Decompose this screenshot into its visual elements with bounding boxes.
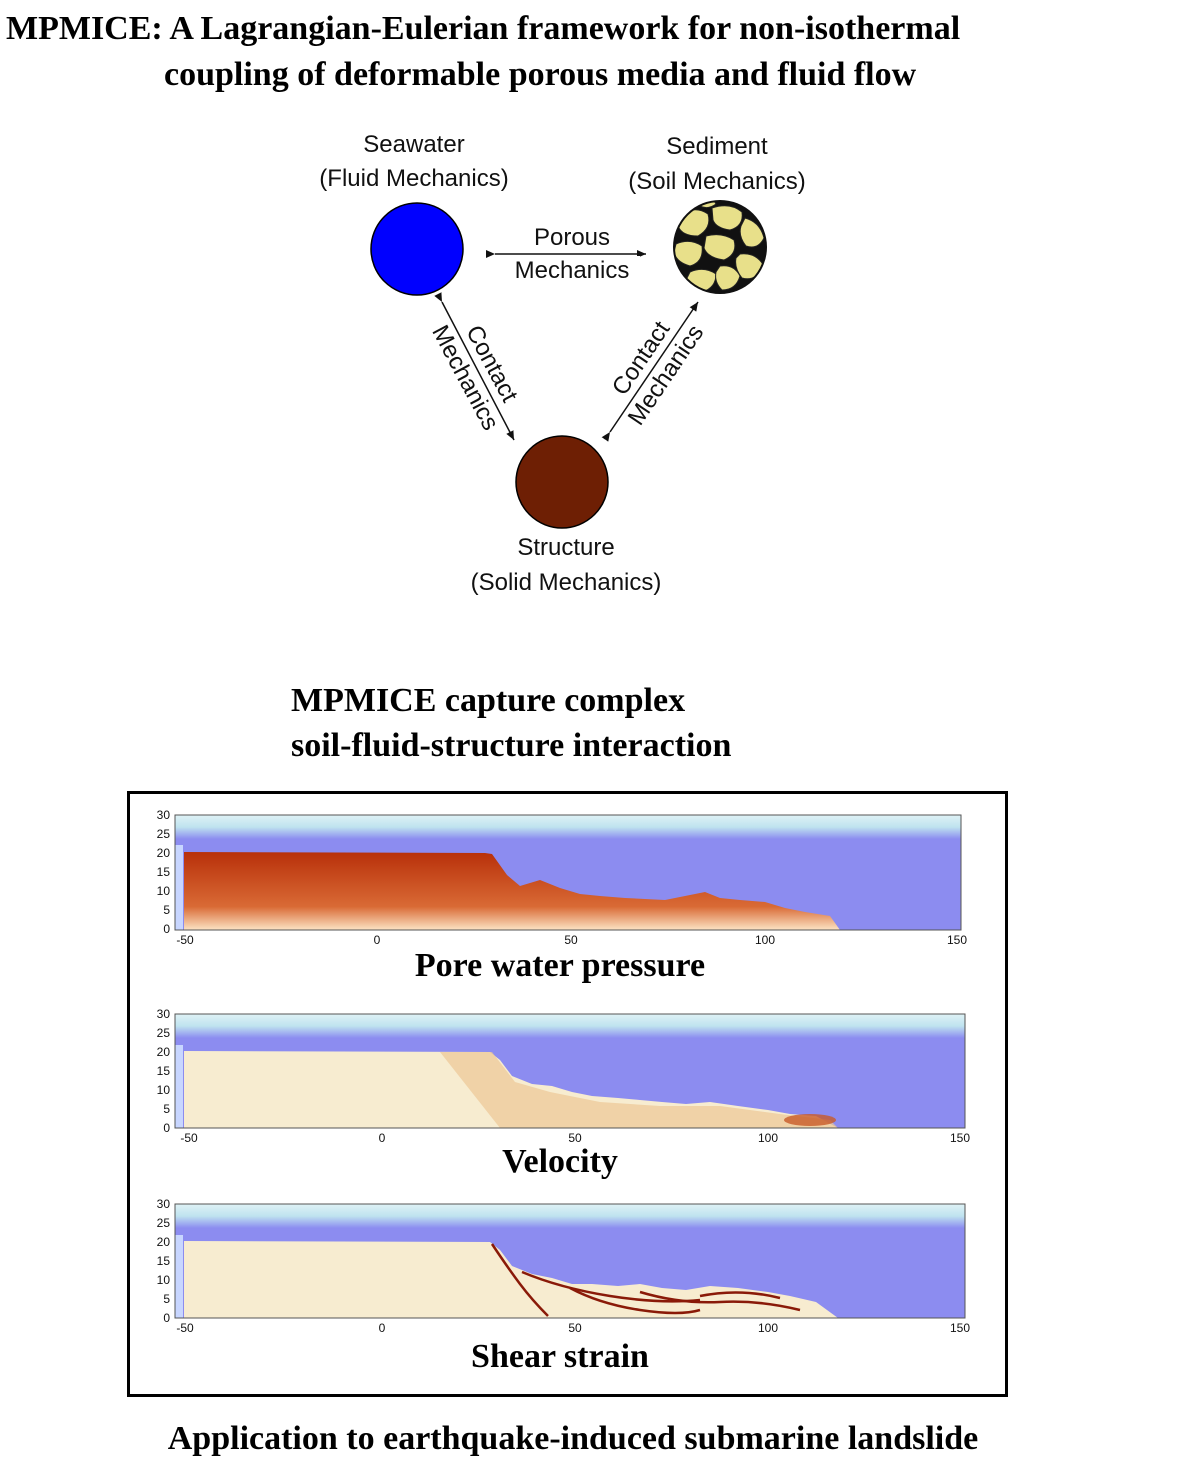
y-tick: 30 <box>157 1007 171 1021</box>
coupling-diagram: Seawater (Fluid Mechanics) Sediment (Soi… <box>319 131 805 596</box>
y-tick: 25 <box>157 827 171 841</box>
x-tick: 50 <box>568 1321 582 1335</box>
y-tick: 10 <box>157 1273 171 1287</box>
structure-field-label: (Solid Mechanics) <box>471 569 662 596</box>
sediment-label: Sediment <box>666 133 768 160</box>
y-tick: 15 <box>157 1064 171 1078</box>
simulation-results-frame <box>127 791 1008 1397</box>
shear-strain-plot: 30 25 20 15 10 5 0 -50 0 50 100 150 <box>157 1197 971 1335</box>
seawater-label: Seawater <box>363 131 464 158</box>
x-tick: -50 <box>176 1321 194 1335</box>
x-tick: 150 <box>947 933 967 947</box>
x-tick: -50 <box>180 1131 198 1145</box>
contact-arrow-left <box>434 292 515 441</box>
velocity-plot: 30 25 20 15 10 5 0 -50 0 50 100 150 <box>157 1007 971 1145</box>
y-tick: 0 <box>163 1311 170 1325</box>
y-tick: 20 <box>157 1235 171 1249</box>
x-tick: 0 <box>379 1321 386 1335</box>
y-tick: 5 <box>163 1102 170 1116</box>
y-tick: 0 <box>163 1121 170 1135</box>
pressure-field <box>184 852 840 930</box>
y-tick: 20 <box>157 846 171 860</box>
pore-pressure-plot: 30 25 20 15 10 5 0 -50 0 50 100 150 <box>157 808 968 947</box>
y-tick: 30 <box>157 1197 171 1211</box>
sediment-grains-icon <box>673 200 767 294</box>
velocity-caption: Velocity <box>502 1143 618 1180</box>
x-tick: 0 <box>379 1131 386 1145</box>
contact-arrow-right <box>601 301 699 442</box>
y-tick: 20 <box>157 1045 171 1059</box>
shear-strain-caption: Shear strain <box>471 1338 649 1375</box>
x-tick: 150 <box>950 1131 970 1145</box>
pore-pressure-caption: Pore water pressure <box>414 947 706 984</box>
figure-title-line-1: MPMICE: A Lagrangian-Eulerian framework … <box>6 10 961 47</box>
shear-band-lines <box>490 1243 801 1317</box>
y-tick: 15 <box>157 1254 171 1268</box>
y-tick: 10 <box>157 884 171 898</box>
y-tick: 25 <box>157 1216 171 1230</box>
x-tick: 50 <box>568 1131 582 1145</box>
y-tick: 30 <box>157 808 171 822</box>
y-tick: 10 <box>157 1083 171 1097</box>
x-tick: 50 <box>564 933 578 947</box>
x-tick: -50 <box>176 933 194 947</box>
results-heading-line-2: soil-fluid-structure interaction <box>291 727 732 764</box>
x-tick: 0 <box>374 933 381 947</box>
porous-mechanics-label-2: Mechanics <box>515 257 630 284</box>
results-heading-line-1: MPMICE capture complex <box>291 682 686 719</box>
figure-title-line-2: coupling of deformable porous media and … <box>164 56 917 93</box>
seawater-circle <box>370 202 464 296</box>
sediment-field-label: (Soil Mechanics) <box>628 168 805 195</box>
structure-label: Structure <box>517 534 614 561</box>
x-tick: 100 <box>758 1321 778 1335</box>
x-tick: 100 <box>755 933 775 947</box>
y-tick: 25 <box>157 1026 171 1040</box>
structure-circle <box>515 435 609 529</box>
y-tick: 15 <box>157 865 171 879</box>
y-tick: 0 <box>163 922 170 936</box>
x-tick: 100 <box>758 1131 778 1145</box>
porous-mechanics-label-1: Porous <box>534 224 610 251</box>
y-tick: 5 <box>163 903 170 917</box>
footer-caption: Application to earthquake-induced submar… <box>167 1420 979 1457</box>
x-tick: 150 <box>950 1321 970 1335</box>
seawater-field-label: (Fluid Mechanics) <box>319 165 508 192</box>
y-tick: 5 <box>163 1292 170 1306</box>
